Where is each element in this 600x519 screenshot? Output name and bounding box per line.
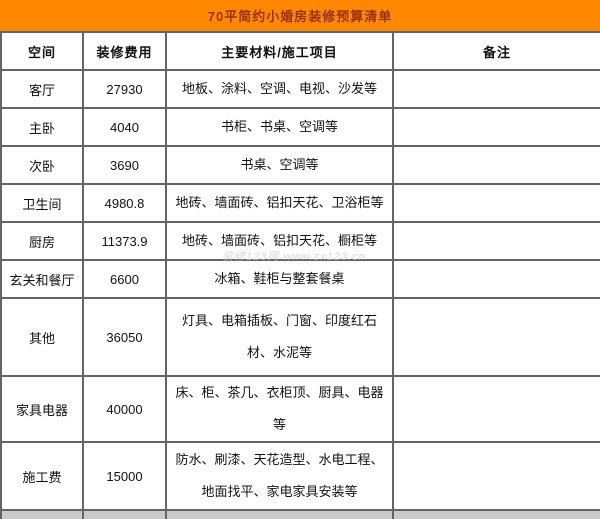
cell-materials: 书桌、空调等 [165, 145, 394, 185]
table-row-master-bedroom: 主卧 4040 书柜、书桌、空调等 [0, 107, 600, 147]
table-row-second-bedroom: 次卧 3690 书桌、空调等 [0, 145, 600, 185]
total-cost: 149664.7 [82, 509, 167, 519]
cell-remark [392, 221, 600, 261]
cell-materials: 灯具、电箱插板、门窗、印度红石材、水泥等 [165, 297, 394, 377]
cell-cost: 4980.8 [82, 183, 167, 223]
cell-remark [392, 145, 600, 185]
cell-cost: 40000 [82, 375, 167, 443]
table-row-kitchen: 厨房 11373.9 地砖、墙面砖、铝扣天花、橱柜等 [0, 221, 600, 261]
table-row-living-room: 客厅 27930 地板、涂料、空调、电视、沙发等 [0, 69, 600, 109]
col-header-space: 空间 [0, 31, 84, 71]
table-row-bathroom: 卫生间 4980.8 地砖、墙面砖、铝扣天花、卫浴柜等 [0, 183, 600, 223]
total-remark-cell [392, 509, 600, 519]
cell-cost: 3690 [82, 145, 167, 185]
cell-space: 厨房 [0, 221, 84, 261]
cell-materials: 地砖、墙面砖、铝扣天花、橱柜等 [165, 221, 394, 261]
cell-cost: 36050 [82, 297, 167, 377]
cell-remark [392, 375, 600, 443]
title-banner: 70平简约小婚房装修预算清单 [0, 0, 600, 31]
cell-space: 家具电器 [0, 375, 84, 443]
cell-materials: 床、柜、茶几、衣柜顶、厨具、电器等 [165, 375, 394, 443]
cell-remark [392, 259, 600, 299]
cell-materials: 防水、刷漆、天花造型、水电工程、地面找平、家电家具安装等 [165, 441, 394, 511]
cell-remark [392, 69, 600, 109]
budget-table: 空间 装修费用 主要材料/施工项目 备注 客厅 27930 地板、涂料、空调、电… [0, 31, 600, 519]
cell-remark [392, 183, 600, 223]
table-row-furniture-appliances: 家具电器 40000 床、柜、茶几、衣柜顶、厨具、电器等 [0, 375, 600, 443]
cell-space: 次卧 [0, 145, 84, 185]
cell-cost: 11373.9 [82, 221, 167, 261]
cell-remark [392, 107, 600, 147]
table-row-other: 其他 36050 灯具、电箱插板、门窗、印度红石材、水泥等 [0, 297, 600, 377]
header-row: 空间 装修费用 主要材料/施工项目 备注 [0, 31, 600, 71]
cell-remark [392, 441, 600, 511]
table-row-entry-dining: 玄关和餐厅 6600 冰箱、鞋柜与整套餐桌 [0, 259, 600, 299]
cell-space: 其他 [0, 297, 84, 377]
cell-cost: 6600 [82, 259, 167, 299]
cell-cost: 4040 [82, 107, 167, 147]
col-header-cost: 装修费用 [82, 31, 167, 71]
cell-cost: 15000 [82, 441, 167, 511]
cell-space: 玄关和餐厅 [0, 259, 84, 299]
total-materials-cell [165, 509, 394, 519]
cell-cost: 27930 [82, 69, 167, 109]
table-row-total: 合计 149664.7 [0, 509, 600, 519]
cell-materials: 冰箱、鞋柜与整套餐桌 [165, 259, 394, 299]
page-title: 70平简约小婚房装修预算清单 [207, 9, 393, 24]
cell-space: 客厅 [0, 69, 84, 109]
cell-space: 卫生间 [0, 183, 84, 223]
cell-space: 主卧 [0, 107, 84, 147]
cell-remark [392, 297, 600, 377]
total-label: 合计 [0, 509, 84, 519]
cell-materials: 书柜、书桌、空调等 [165, 107, 394, 147]
cell-space: 施工费 [0, 441, 84, 511]
cell-materials: 地板、涂料、空调、电视、沙发等 [165, 69, 394, 109]
col-header-materials: 主要材料/施工项目 [165, 31, 394, 71]
col-header-remark: 备注 [392, 31, 600, 71]
table-row-construction-fee: 施工费 15000 防水、刷漆、天花造型、水电工程、地面找平、家电家具安装等 [0, 441, 600, 511]
cell-materials: 地砖、墙面砖、铝扣天花、卫浴柜等 [165, 183, 394, 223]
